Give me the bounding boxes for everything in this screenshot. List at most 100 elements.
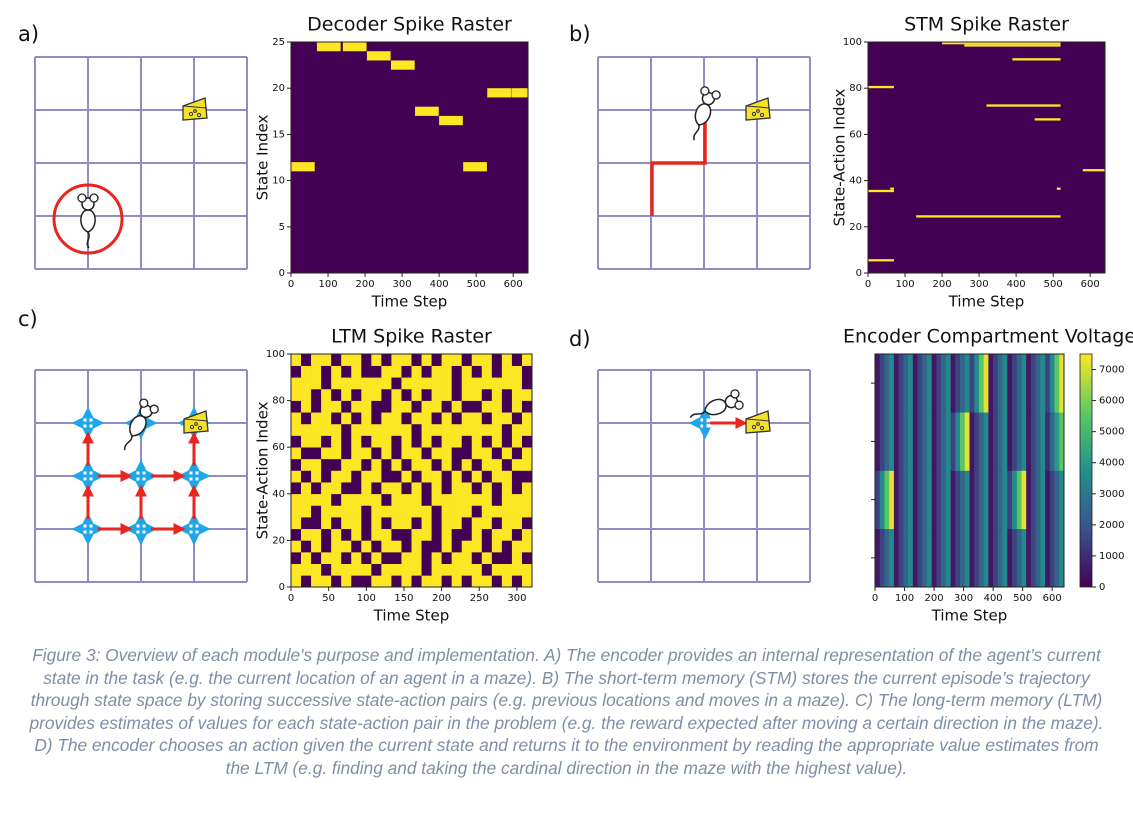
cell xyxy=(341,447,352,460)
cell xyxy=(501,540,513,553)
cell xyxy=(451,377,463,390)
colorbar-tick-label: 4000 xyxy=(1099,458,1124,469)
cell xyxy=(311,458,322,471)
cell xyxy=(371,412,382,425)
cell xyxy=(401,412,412,425)
cell xyxy=(1045,470,1051,530)
cell xyxy=(401,575,412,588)
chart: 0 100 200 300 400 500 600 0 20 40 60 80 100 STM Spike… xyxy=(831,14,1106,311)
cell xyxy=(371,563,382,576)
cell xyxy=(311,563,322,576)
cell xyxy=(371,447,382,460)
cell xyxy=(491,400,503,413)
x-tick-label: 100 xyxy=(357,593,376,604)
cell xyxy=(521,517,533,530)
cell xyxy=(401,528,412,541)
cell xyxy=(411,575,422,588)
cell xyxy=(893,528,899,588)
cell xyxy=(391,354,402,366)
cell xyxy=(974,528,980,588)
cell xyxy=(983,470,989,530)
cell xyxy=(401,458,412,471)
cell xyxy=(879,354,885,413)
cell xyxy=(441,435,452,448)
cell xyxy=(411,423,422,436)
cell xyxy=(1030,528,1036,588)
cell xyxy=(491,563,503,576)
cell xyxy=(964,354,970,413)
cell xyxy=(983,412,989,471)
cell xyxy=(471,517,483,530)
cell xyxy=(371,470,382,483)
cell xyxy=(301,447,312,460)
cell xyxy=(511,470,523,483)
y-axis-label: State-Action Index xyxy=(254,401,272,539)
cell xyxy=(381,575,392,588)
spike xyxy=(1056,187,1061,190)
cell xyxy=(421,435,432,448)
cell xyxy=(321,365,332,378)
cell xyxy=(331,470,342,483)
cell xyxy=(351,435,362,448)
cell xyxy=(511,447,523,460)
cell xyxy=(501,354,513,366)
cell xyxy=(461,540,473,553)
cell xyxy=(912,412,918,471)
cell xyxy=(291,423,302,436)
cell xyxy=(351,354,362,366)
cell xyxy=(955,470,961,530)
cell xyxy=(441,552,452,564)
cell xyxy=(381,552,392,564)
spike xyxy=(366,51,391,61)
cell xyxy=(441,482,452,495)
cell xyxy=(964,470,970,530)
cell xyxy=(391,552,402,564)
y-axis-label: State Index xyxy=(254,115,272,201)
cell xyxy=(931,470,937,530)
cell xyxy=(311,505,322,518)
cell xyxy=(401,365,412,378)
cell xyxy=(301,563,312,576)
cell xyxy=(401,447,412,460)
cell xyxy=(471,423,483,436)
cell xyxy=(311,412,322,425)
cell xyxy=(875,470,881,530)
cell xyxy=(908,528,914,588)
caption: Figure 3: Overview of each module's purp… xyxy=(29,645,1104,778)
cell xyxy=(461,435,473,448)
cell xyxy=(1030,412,1036,471)
cell xyxy=(341,552,352,564)
cell xyxy=(461,575,473,588)
cell xyxy=(903,412,909,471)
cell xyxy=(291,400,302,413)
cell xyxy=(301,528,312,541)
cell xyxy=(893,412,899,471)
cell xyxy=(361,354,372,366)
cell xyxy=(501,388,513,401)
cell xyxy=(381,482,392,495)
cell xyxy=(411,505,422,518)
mouse xyxy=(685,388,745,427)
cell xyxy=(521,458,533,471)
cell xyxy=(481,388,493,401)
cell xyxy=(1016,412,1022,471)
cell xyxy=(1007,470,1013,530)
cell xyxy=(371,423,382,436)
cell xyxy=(311,365,322,378)
cell xyxy=(912,354,918,413)
cell xyxy=(926,470,932,530)
mouse xyxy=(77,193,99,249)
cell xyxy=(511,400,523,413)
x-axis-label: Time Step xyxy=(931,607,1008,625)
spike xyxy=(1082,169,1105,172)
spike xyxy=(291,162,315,172)
cell xyxy=(381,505,392,518)
cell xyxy=(391,388,402,401)
cell xyxy=(331,412,342,425)
x-tick-label: 100 xyxy=(895,593,914,604)
cell xyxy=(381,493,392,506)
cell xyxy=(1054,528,1060,588)
cell xyxy=(411,482,422,495)
cell xyxy=(461,552,473,564)
cell xyxy=(491,458,503,471)
